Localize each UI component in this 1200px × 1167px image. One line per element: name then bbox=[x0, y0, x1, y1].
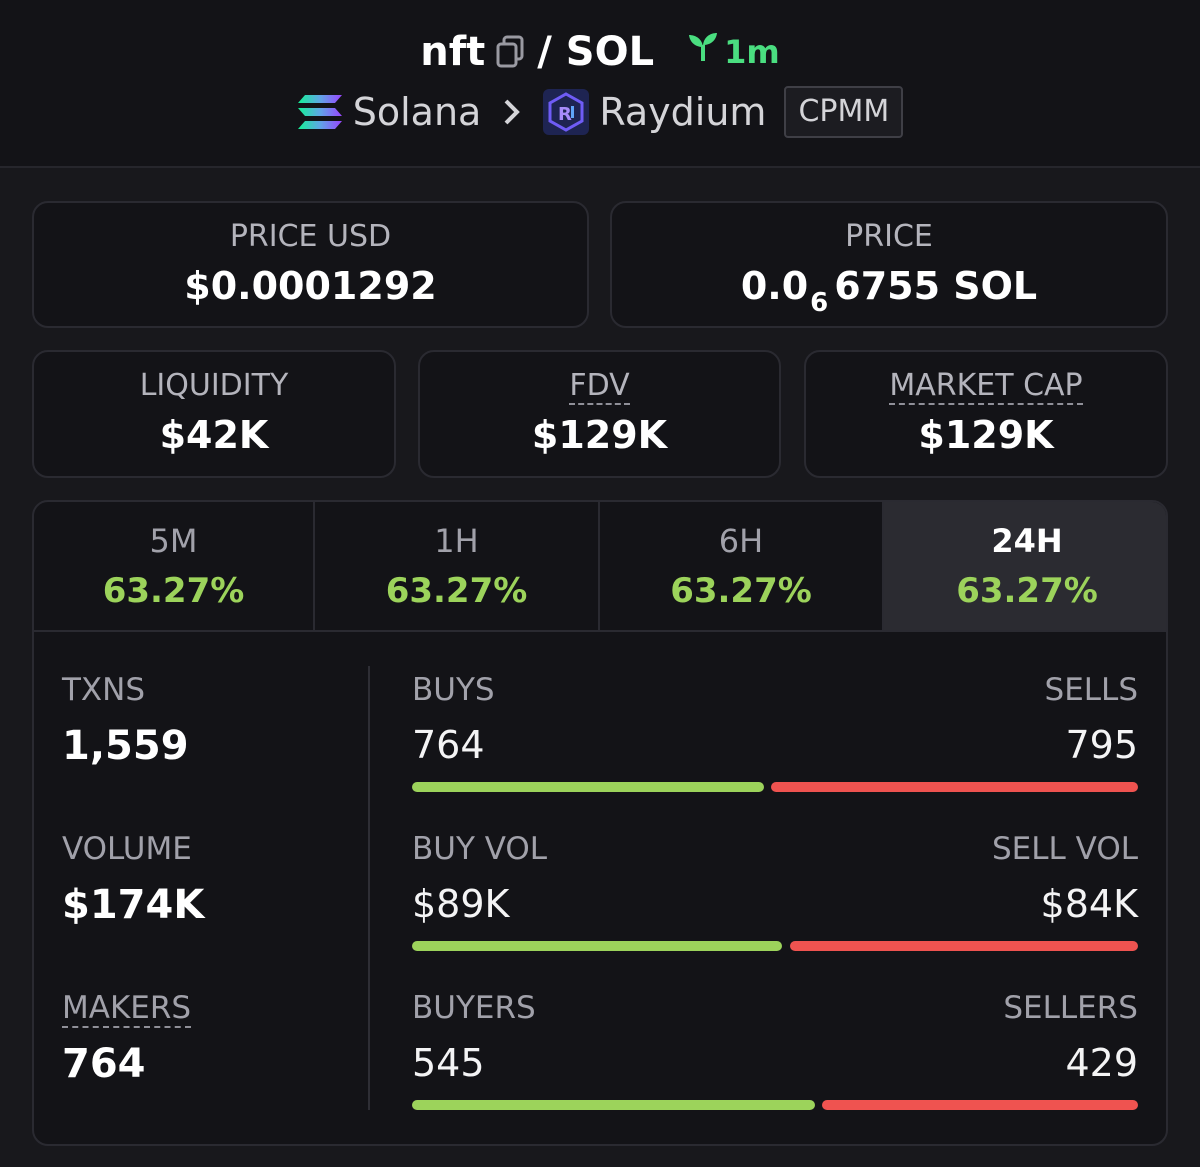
tab-1h[interactable]: 1H 63.27% bbox=[315, 502, 600, 630]
buy-vol-value: $89K bbox=[412, 882, 510, 926]
pool-type-badge: CPMM bbox=[784, 86, 904, 138]
txns-label: TXNS bbox=[62, 672, 146, 708]
timeframe-tabs: 5M 63.27% 1H 63.27% 6H 63.27% 24H 63.27% bbox=[34, 502, 1166, 632]
txns-value: 1,559 bbox=[62, 723, 189, 769]
price-native-label: PRICE bbox=[845, 219, 933, 254]
raydium-logo-icon: R bbox=[543, 89, 590, 135]
token-symbol: nft bbox=[420, 29, 486, 75]
chain-dex-breadcrumb: Solana R Raydium CPMM bbox=[0, 86, 1200, 138]
pair-age: 1m bbox=[686, 28, 780, 76]
buys-label: BUYS bbox=[412, 672, 495, 708]
sell-vol-value: $84K bbox=[1040, 882, 1138, 926]
tab-change: 63.27% bbox=[385, 571, 528, 611]
tab-label: 5M bbox=[149, 522, 198, 560]
price-usd-label: PRICE USD bbox=[229, 219, 392, 254]
price-usd-card: PRICE USD $0.0001292 bbox=[32, 201, 589, 328]
price-native-card: PRICE 0.06 6755 SOL bbox=[610, 201, 1168, 328]
sellers-label: SELLERS bbox=[1003, 990, 1138, 1026]
buy-bar-segment bbox=[412, 1100, 815, 1110]
market-cap-card[interactable]: MARKET CAP $129K bbox=[804, 350, 1168, 478]
price-usd-value: $0.0001292 bbox=[184, 264, 437, 308]
sprout-icon bbox=[686, 28, 724, 76]
tab-change: 63.27% bbox=[670, 571, 812, 611]
buy-bar-segment bbox=[412, 941, 783, 951]
sells-value: 795 bbox=[1065, 723, 1138, 767]
tab-change: 63.27% bbox=[956, 571, 1098, 611]
sellers-value: 429 bbox=[1065, 1041, 1138, 1085]
copy-icon[interactable] bbox=[495, 35, 525, 69]
buy-vol-label: BUY VOL bbox=[412, 831, 548, 867]
quote-symbol: / SOL bbox=[537, 29, 655, 75]
fdv-card[interactable]: FDV $129K bbox=[418, 350, 781, 478]
solana-logo-icon bbox=[297, 93, 343, 131]
buy-sell-volume-row: BUY VOL SELL VOL $89K $84K bbox=[412, 831, 1138, 951]
tab-5m[interactable]: 5M 63.27% bbox=[34, 502, 315, 630]
makers-label[interactable]: MAKERS bbox=[62, 990, 192, 1028]
buyers-sellers-row: BUYERS SELLERS 545 429 bbox=[412, 990, 1138, 1110]
fdv-label[interactable]: FDV bbox=[569, 368, 630, 405]
chevron-right-icon bbox=[503, 97, 521, 127]
price-native-zero-count: 6 bbox=[810, 288, 829, 318]
buy-sell-volume-bar bbox=[412, 941, 1138, 951]
pair-header: nft / SOL 1m bbox=[0, 0, 1200, 168]
price-native-suffix: 6755 SOL bbox=[834, 264, 1038, 308]
liquidity-label: LIQUIDITY bbox=[139, 368, 289, 403]
buyers-label: BUYERS bbox=[412, 990, 536, 1026]
buys-sells-row: BUYS SELLS 764 795 bbox=[412, 672, 1138, 792]
pair-title: nft / SOL 1m bbox=[0, 28, 1200, 76]
buys-value: 764 bbox=[412, 723, 485, 767]
price-native-value: 0.06 6755 SOL bbox=[612, 263, 1166, 318]
market-cap-label[interactable]: MARKET CAP bbox=[889, 368, 1083, 405]
sells-label: SELLS bbox=[1044, 672, 1138, 708]
tab-6h[interactable]: 6H 63.27% bbox=[600, 502, 884, 630]
transaction-stats-panel: 5M 63.27% 1H 63.27% 6H 63.27% 24H 63.27%… bbox=[32, 500, 1168, 1146]
fdv-value: $129K bbox=[531, 413, 668, 457]
buyers-sellers-bar bbox=[412, 1100, 1138, 1110]
buys-sells-bar bbox=[412, 782, 1138, 792]
buyers-value: 545 bbox=[412, 1041, 485, 1085]
age-text: 1m bbox=[724, 33, 780, 71]
buy-bar-segment bbox=[412, 782, 765, 792]
sell-bar-segment bbox=[771, 782, 1138, 792]
dex-name[interactable]: Raydium bbox=[599, 90, 767, 134]
tab-label: 24H bbox=[991, 522, 1063, 560]
sell-bar-segment bbox=[822, 1100, 1138, 1110]
makers-value: 764 bbox=[62, 1041, 146, 1087]
tab-label: 6H bbox=[718, 522, 764, 560]
volume-label: VOLUME bbox=[62, 831, 192, 867]
tab-change: 63.27% bbox=[102, 571, 245, 611]
sell-vol-label: SELL VOL bbox=[992, 831, 1138, 867]
chain-name[interactable]: Solana bbox=[352, 90, 482, 134]
volume-value: $174K bbox=[62, 882, 205, 928]
sell-bar-segment bbox=[789, 941, 1138, 951]
price-native-prefix: 0.0 bbox=[740, 264, 809, 308]
liquidity-card: LIQUIDITY $42K bbox=[32, 350, 396, 478]
tab-label: 1H bbox=[434, 522, 479, 560]
market-cap-value: $129K bbox=[918, 413, 1054, 457]
liquidity-value: $42K bbox=[159, 413, 269, 457]
svg-text:R: R bbox=[558, 104, 572, 125]
tab-24h[interactable]: 24H 63.27% bbox=[884, 502, 1166, 630]
column-divider bbox=[368, 666, 370, 1110]
